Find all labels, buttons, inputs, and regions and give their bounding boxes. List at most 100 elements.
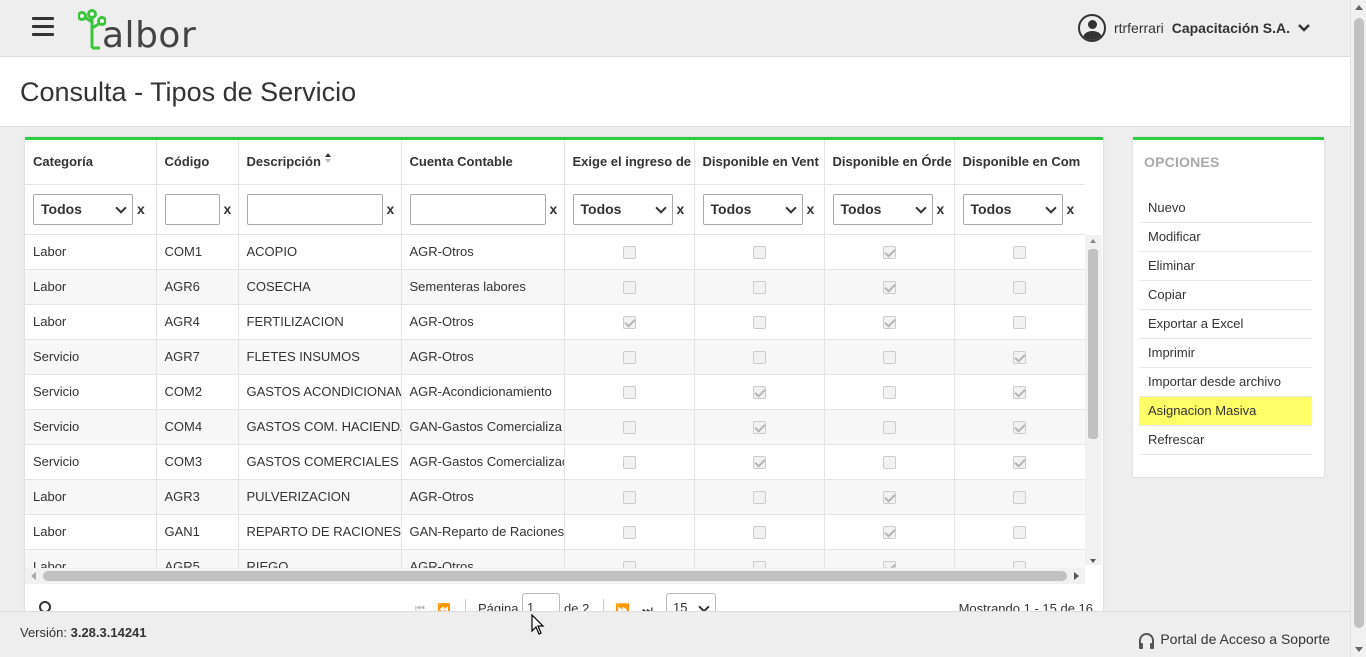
pager-divider	[603, 599, 604, 615]
filter-codigo-input[interactable]	[164, 193, 220, 225]
col-header-disponible-compras[interactable]: Disponible en Com	[954, 140, 1085, 185]
clear-filter-button[interactable]: x	[386, 201, 395, 217]
cell-codigo: COM2	[156, 374, 239, 410]
support-link[interactable]: Portal de Acceso a Soporte	[1139, 631, 1330, 649]
options-list: Nuevo Modificar Eliminar Copiar Exportar a E…	[1139, 194, 1312, 455]
table-row[interactable]: Servicio COM3 GASTOS COMERCIALES AGR-Gastos…	[25, 444, 1085, 480]
page-header: Consulta - Tipos de Servicio	[0, 57, 1350, 127]
cell-checkbox	[694, 374, 825, 410]
logo-text: albor	[102, 15, 197, 56]
filter-cuenta-input[interactable]	[409, 193, 546, 225]
clear-filter-button[interactable]: x	[549, 201, 558, 217]
clear-filter-button[interactable]: x	[676, 201, 685, 217]
checked-checkbox	[882, 246, 896, 260]
page-title: Consulta - Tipos de Servicio	[20, 77, 357, 107]
table-row[interactable]: Servicio COM4 GASTOS COM. HACIENDA GAN-Gast…	[25, 409, 1085, 445]
cell-categoria: Servicio	[25, 339, 157, 375]
option-modificar[interactable]: Modificar	[1139, 223, 1312, 252]
filter-ordenes-select[interactable]: Todos	[832, 193, 933, 225]
grid-panel: Categoría Código Descripción Cuenta Cont…	[25, 137, 1103, 620]
col-header-disponible-ventas[interactable]: Disponible en Vent	[694, 140, 825, 185]
col-header-descripcion[interactable]: Descripción	[238, 140, 402, 185]
cell-checkbox	[954, 444, 1085, 480]
filter-exige-select[interactable]: Todos	[572, 193, 673, 225]
col-header-categoria[interactable]: Categoría	[25, 140, 157, 185]
table-row[interactable]: Labor COM1 ACOPIO AGR-Otros	[25, 234, 1085, 270]
option-importar-desde-archivo[interactable]: Importar desde archivo	[1139, 368, 1312, 397]
cell-checkbox	[564, 444, 695, 480]
option-refrescar[interactable]: Refrescar	[1139, 426, 1312, 455]
cell-checkbox	[824, 269, 955, 305]
option-copiar[interactable]: Copiar	[1139, 281, 1312, 310]
page-vertical-scrollbar[interactable]	[1350, 0, 1366, 657]
clear-filter-button[interactable]: x	[223, 201, 232, 217]
table-row[interactable]: Labor AGR3 PULVERIZACION AGR-Otros	[25, 479, 1085, 515]
cell-descripcion: PULVERIZACION	[238, 479, 402, 515]
unchecked-checkbox	[622, 246, 636, 260]
cell-codigo: GAN1	[156, 514, 239, 550]
unchecked-checkbox	[1013, 491, 1026, 505]
unchecked-checkbox	[1013, 526, 1026, 540]
table-row[interactable]: Labor AGR5 RIEGO AGR-Otros	[25, 549, 1085, 570]
option-nuevo[interactable]: Nuevo	[1139, 194, 1312, 223]
unchecked-checkbox	[882, 351, 896, 365]
table-viewport: Categoría Código Descripción Cuenta Cont…	[25, 140, 1085, 570]
clear-filter-button[interactable]: x	[1066, 201, 1075, 217]
checked-checkbox	[882, 281, 896, 295]
col-header-codigo[interactable]: Código	[156, 140, 239, 185]
cell-cuenta: AGR-Otros	[401, 339, 565, 375]
cell-codigo: AGR3	[156, 479, 239, 515]
option-asignacion-masiva[interactable]: Asignacion Masiva	[1139, 397, 1312, 426]
option-eliminar[interactable]: Eliminar	[1139, 252, 1312, 281]
cell-checkbox	[564, 374, 695, 410]
unchecked-checkbox	[622, 561, 636, 570]
unchecked-checkbox	[622, 421, 636, 435]
option-exportar-a-excel[interactable]: Exportar a Excel	[1139, 310, 1312, 339]
last-page-icon[interactable]: ⏭	[642, 603, 653, 617]
filter-compras-select[interactable]: Todos	[962, 193, 1063, 225]
cell-categoria: Labor	[25, 549, 157, 570]
clear-filter-button[interactable]: x	[936, 201, 945, 217]
table-row[interactable]: Labor GAN1 REPARTO DE RACIONES GAN-Reparto …	[25, 514, 1085, 550]
company-name: Capacitación S.A.	[1171, 20, 1290, 36]
table-row[interactable]: Servicio AGR7 FLETES INSUMOS AGR-Otros	[25, 339, 1085, 375]
grid-horizontal-scrollbar[interactable]	[25, 568, 1085, 584]
grid-vertical-scrollbar[interactable]	[1085, 235, 1102, 565]
filter-descripcion-input[interactable]	[246, 193, 383, 225]
unchecked-checkbox	[752, 351, 766, 365]
cell-checkbox	[694, 234, 825, 270]
filter-ventas-select[interactable]: Todos	[702, 193, 803, 225]
clear-filter-button[interactable]: x	[137, 201, 145, 217]
user-menu[interactable]: rtrferrari Capacitación S.A.	[1077, 14, 1310, 42]
col-header-cuenta-contable[interactable]: Cuenta Contable	[401, 140, 565, 185]
cell-checkbox	[824, 304, 955, 340]
first-page-icon[interactable]: ⏮	[415, 603, 425, 615]
table-row[interactable]: Labor AGR6 COSECHA Sementeras labores	[25, 269, 1085, 305]
logo-tree-icon	[78, 9, 106, 50]
menu-icon[interactable]	[32, 17, 54, 37]
clear-filter-button[interactable]: x	[806, 201, 815, 217]
albor-logo[interactable]: albor	[78, 6, 196, 54]
version-number: 3.28.3.14241	[70, 625, 147, 640]
cell-codigo: AGR5	[156, 549, 239, 570]
unchecked-checkbox	[622, 456, 636, 470]
cell-checkbox	[824, 514, 955, 550]
services-table: Categoría Código Descripción Cuenta Cont…	[25, 140, 1085, 570]
cell-checkbox	[564, 549, 695, 570]
table-row[interactable]: Labor AGR4 FERTILIZACION AGR-Otros	[25, 304, 1085, 340]
filter-categoria-select[interactable]: Todos	[33, 193, 133, 225]
unchecked-checkbox	[622, 281, 636, 295]
cell-categoria: Labor	[25, 269, 157, 305]
cell-checkbox	[954, 479, 1085, 515]
table-row[interactable]: Servicio COM2 GASTOS ACONDICIONAM AGR-Acond…	[25, 374, 1085, 410]
checked-checkbox	[1013, 456, 1026, 470]
option-imprimir[interactable]: Imprimir	[1139, 339, 1312, 368]
cell-checkbox	[954, 374, 1085, 410]
cell-checkbox	[824, 374, 955, 410]
cell-checkbox	[824, 409, 955, 445]
cell-checkbox	[564, 409, 695, 445]
unchecked-checkbox	[752, 246, 766, 260]
cell-descripcion: RIEGO	[238, 549, 402, 570]
col-header-disponible-ordenes[interactable]: Disponible en Órde	[824, 140, 955, 185]
col-header-exige-ingreso[interactable]: Exige el ingreso de	[564, 140, 695, 185]
